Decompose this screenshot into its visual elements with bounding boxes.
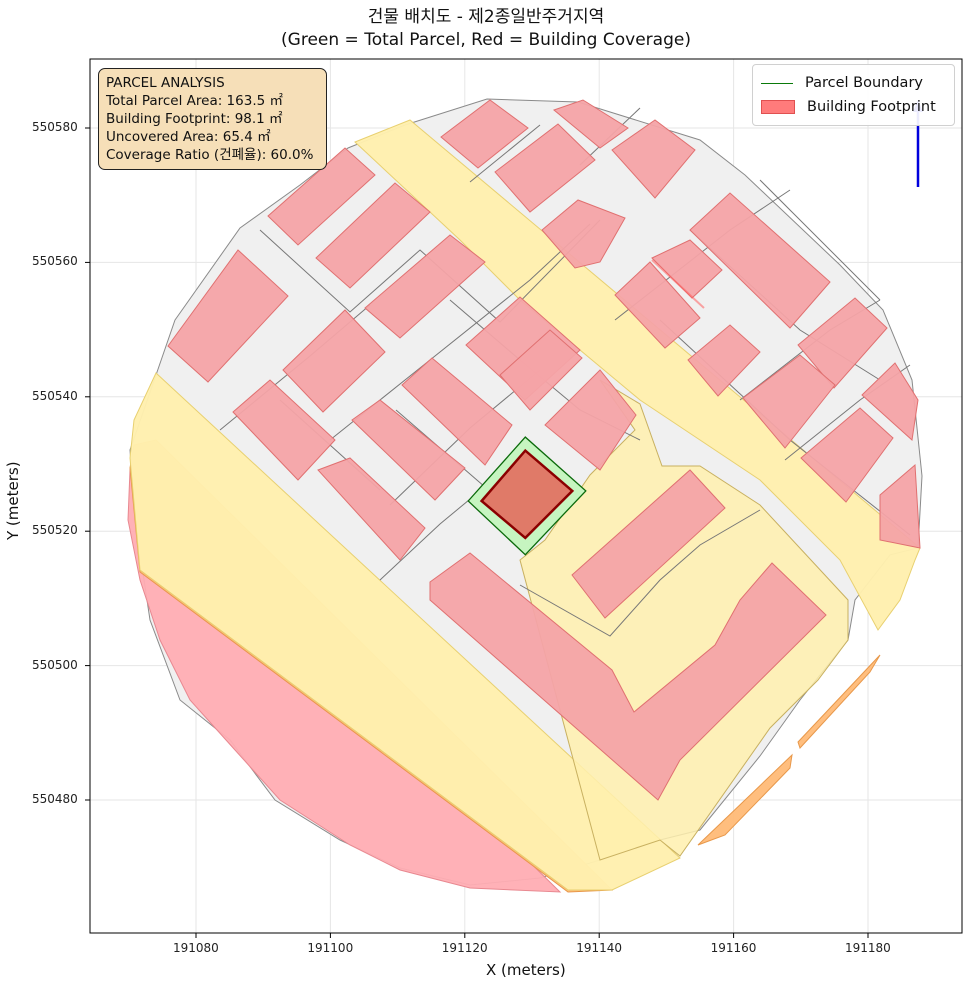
y-tick-label: 550520 — [32, 523, 78, 538]
orange-sliver-2 — [697, 753, 793, 846]
y-axis-label: Y (meters) — [4, 461, 22, 540]
highlight-shape — [651, 259, 705, 309]
x-tick-label: 191120 — [441, 941, 488, 955]
legend-label-parcel: Parcel Boundary — [805, 75, 923, 91]
analysis-heading: PARCEL ANALYSIS — [106, 75, 225, 91]
x-tick-label: 191140 — [576, 941, 622, 955]
y-tick-label: 550580 — [32, 120, 78, 134]
legend-patch-swatch — [761, 100, 795, 114]
legend-label-footprint: Building Footprint — [807, 99, 936, 115]
road-southwest — [129, 372, 681, 891]
x-axis-label: X (meters) — [486, 961, 566, 979]
parcel-analysis-box: PARCEL ANALYSIS Total Parcel Area: 163.5… — [98, 68, 327, 170]
title-line-2: (Green = Total Parcel, Red = Building Co… — [281, 30, 691, 50]
legend-line-swatch — [761, 82, 793, 84]
x-tick-label: 191100 — [307, 941, 354, 955]
coverage-ratio: Coverage Ratio (건폐율): 60.0% — [106, 147, 314, 163]
uncovered-area: Uncovered Area: 65.4 ㎡ — [106, 129, 271, 145]
total-parcel-area: Total Parcel Area: 163.5 ㎡ — [106, 93, 283, 109]
title-line-1: 건물 배치도 - 제2종일반주거지역 — [367, 7, 605, 27]
x-tick-label: 191080 — [173, 941, 219, 955]
legend: Parcel Boundary Building Footprint — [752, 64, 955, 126]
y-tick-label: 550540 — [32, 388, 78, 403]
axes-border — [89, 58, 963, 934]
x-tick-label: 191180 — [845, 941, 891, 955]
x-tick-label: 191160 — [710, 941, 757, 955]
building-footprint-area: Building Footprint: 98.1 ㎡ — [106, 111, 283, 127]
legend-entry-parcel: Parcel Boundary — [761, 73, 923, 93]
building-footprint-shape — [479, 448, 575, 540]
y-tick-label: 550560 — [32, 254, 78, 269]
legend-entry-footprint: Building Footprint — [761, 97, 936, 117]
axis-ticks — [85, 127, 869, 938]
chart-title: 건물 배치도 - 제2종일반주거지역 (Green = Total Parcel… — [0, 6, 972, 52]
y-tick-label: 550480 — [32, 792, 78, 806]
subject-parcel — [467, 436, 587, 556]
orange-sliver — [797, 654, 881, 749]
building-footprints — [167, 99, 921, 801]
y-tick-label: 550500 — [32, 657, 78, 672]
